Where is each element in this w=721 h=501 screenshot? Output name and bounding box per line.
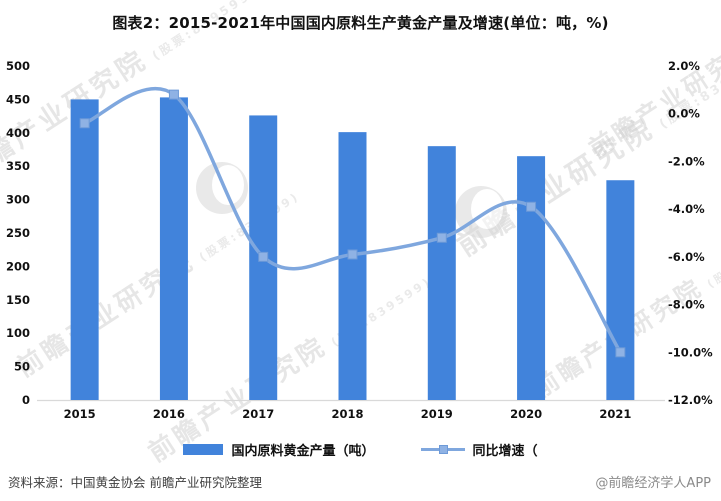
x-axis-label: 2019: [421, 407, 453, 421]
right-axis-tick: -10.0%: [668, 345, 713, 359]
legend-line-marker-icon: [438, 445, 448, 454]
right-axis-tick: -8.0%: [668, 298, 705, 312]
chart-title: 图表2：2015-2021年中国国内原料生产黄金产量及增速(单位：吨，%): [112, 14, 609, 32]
left-axis-tick: 250: [6, 226, 30, 240]
growth-marker-2017: [258, 251, 269, 262]
left-axis-tick: 200: [6, 259, 30, 273]
growth-marker-2016: [168, 89, 179, 100]
legend-bar-label: 国内原料黄金产量（吨）: [231, 444, 375, 459]
bar-2021: [606, 180, 635, 400]
source-text: 资料来源：中国黄金协会 前瞻产业研究院整理: [8, 475, 262, 490]
left-axis-tick: 500: [6, 59, 30, 73]
right-axis-tick: -12.0%: [668, 393, 713, 407]
right-axis-tick: -2.0%: [668, 154, 705, 168]
growth-marker-2021: [615, 347, 626, 358]
left-axis-tick: 450: [6, 92, 30, 106]
right-axis-tick: -6.0%: [668, 250, 705, 264]
growth-marker-2018: [347, 249, 358, 260]
right-axis-tick: -4.0%: [668, 202, 705, 216]
bar-2015: [70, 99, 99, 401]
chart-legend: 国内原料黄金产量（吨） 同比增速（: [0, 440, 721, 459]
left-axis-tick: 100: [6, 326, 30, 340]
left-axis-tick: 350: [6, 159, 30, 173]
x-axis-label: 2015: [64, 407, 96, 421]
growth-marker-2015: [79, 118, 90, 129]
left-axis-tick: 300: [6, 193, 30, 207]
legend-item-production: 国内原料黄金产量（吨）: [183, 440, 375, 459]
left-axis-tick: 50: [14, 360, 30, 374]
left-axis-tick: 150: [6, 293, 30, 307]
legend-line-label: 同比增速（: [472, 444, 538, 459]
left-axis-tick: 0: [22, 393, 30, 407]
legend-item-growth: 同比增速（: [420, 440, 538, 459]
right-axis-tick: 2.0%: [668, 59, 700, 73]
bar-2016: [159, 97, 188, 401]
x-axis-label: 2016: [153, 407, 185, 421]
x-axis-label: 2021: [599, 407, 631, 421]
legend-bar-swatch: [183, 444, 224, 455]
app-credit: @前瞻经济学人APP: [595, 476, 711, 491]
bar-2020: [517, 156, 546, 400]
bar-2019: [427, 146, 456, 400]
bar-2018: [338, 132, 367, 400]
left-axis-tick: 400: [6, 126, 30, 140]
right-axis-tick: 0.0%: [668, 107, 700, 121]
x-axis-label: 2020: [510, 407, 542, 421]
x-axis-label: 2017: [242, 407, 274, 421]
growth-marker-2019: [436, 232, 447, 243]
x-axis-label: 2018: [331, 407, 363, 421]
growth-marker-2020: [526, 201, 537, 212]
legend-line-swatch: [420, 445, 465, 454]
